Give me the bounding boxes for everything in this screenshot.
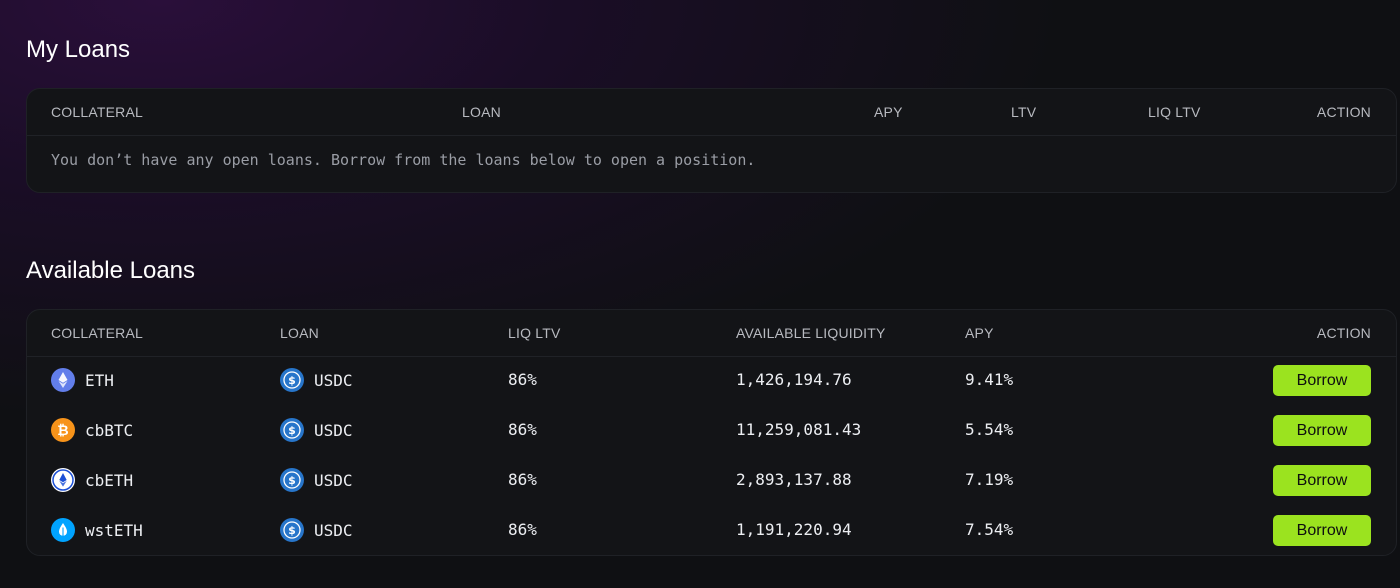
table-row: ETH $ USDC 86% 1,426,194.76 9.41% Borrow (27, 356, 1396, 406)
my-loans-table: COLLATERAL LOAN APY LTV LIQ LTV ACTION Y… (26, 88, 1397, 193)
liq-ltv-value: 86% (508, 520, 537, 539)
col-ltv: LTV (1011, 104, 1037, 120)
svg-text:$: $ (288, 374, 296, 387)
apy-value: 9.41% (965, 370, 1014, 389)
collateral-label: cbBTC (85, 420, 134, 440)
apy-value: 7.19% (965, 470, 1014, 489)
table-row: cbETH $ USDC 86% 2,893,137.88 7.19% Borr… (27, 456, 1396, 506)
liquidity-value: 1,426,194.76 (736, 370, 852, 389)
borrow-button[interactable]: Borrow (1273, 465, 1371, 496)
loan-cell: $ USDC (280, 468, 353, 492)
usdc-icon: $ (280, 518, 304, 542)
collateral-cell: wstETH (51, 518, 143, 542)
my-loans-title: My Loans (26, 36, 131, 63)
apy-value: 5.54% (965, 420, 1014, 439)
collateral-cell: cbETH (51, 468, 133, 492)
wsteth-icon (51, 518, 75, 542)
collateral-label: ETH (85, 370, 114, 390)
svg-text:₿: ₿ (57, 423, 68, 439)
liq-ltv-value: 86% (508, 470, 537, 489)
liquidity-value: 11,259,081.43 (736, 420, 862, 439)
empty-loans-message: You don’t have any open loans. Borrow fr… (51, 151, 756, 169)
collateral-cell: ₿ cbBTC (51, 418, 133, 442)
available-loans-title: Available Loans (26, 257, 196, 284)
collateral-label: cbETH (85, 470, 134, 490)
col-collateral: COLLATERAL (51, 325, 143, 341)
col-collateral: COLLATERAL (51, 104, 143, 120)
collateral-label: wstETH (85, 520, 143, 540)
eth-icon (51, 368, 75, 392)
svg-text:$: $ (288, 424, 296, 437)
usdc-icon: $ (280, 468, 304, 492)
borrow-button[interactable]: Borrow (1273, 365, 1371, 396)
loan-cell: $ USDC (280, 418, 353, 442)
available-loans-table: COLLATERAL LOAN LIQ LTV AVAILABLE LIQUID… (26, 309, 1397, 556)
col-apy: APY (965, 325, 994, 341)
col-action: ACTION (1316, 104, 1371, 120)
collateral-cell: ETH (51, 368, 114, 392)
borrow-button[interactable]: Borrow (1273, 515, 1371, 546)
liquidity-value: 1,191,220.94 (736, 520, 852, 539)
col-action: ACTION (1316, 325, 1371, 341)
cbeth-icon (51, 468, 75, 492)
col-liq-ltv: LIQ LTV (508, 325, 561, 341)
liq-ltv-value: 86% (508, 420, 537, 439)
my-loans-header: COLLATERAL LOAN APY LTV LIQ LTV ACTION (27, 89, 1396, 136)
liquidity-value: 2,893,137.88 (736, 470, 852, 489)
table-row: ₿ cbBTC $ USDC 86% 11,259,081.43 5.54% B… (27, 406, 1396, 456)
loan-label: USDC (314, 520, 353, 540)
col-apy: APY (874, 104, 903, 120)
table-row: wstETH $ USDC 86% 1,191,220.94 7.54% Bor… (27, 506, 1396, 556)
loan-label: USDC (314, 370, 353, 390)
usdc-icon: $ (280, 368, 304, 392)
col-liq-ltv: LIQ LTV (1148, 104, 1201, 120)
cbbtc-icon: ₿ (51, 418, 75, 442)
col-loan: LOAN (280, 325, 319, 341)
loan-label: USDC (314, 470, 353, 490)
col-loan: LOAN (462, 104, 501, 120)
svg-text:$: $ (288, 524, 296, 537)
apy-value: 7.54% (965, 520, 1014, 539)
available-loans-header: COLLATERAL LOAN LIQ LTV AVAILABLE LIQUID… (27, 310, 1396, 357)
col-available-liquidity: AVAILABLE LIQUIDITY (736, 325, 886, 341)
loan-label: USDC (314, 420, 353, 440)
usdc-icon: $ (280, 418, 304, 442)
borrow-button[interactable]: Borrow (1273, 415, 1371, 446)
loan-cell: $ USDC (280, 518, 353, 542)
svg-text:$: $ (288, 474, 296, 487)
liq-ltv-value: 86% (508, 370, 537, 389)
loan-cell: $ USDC (280, 368, 353, 392)
